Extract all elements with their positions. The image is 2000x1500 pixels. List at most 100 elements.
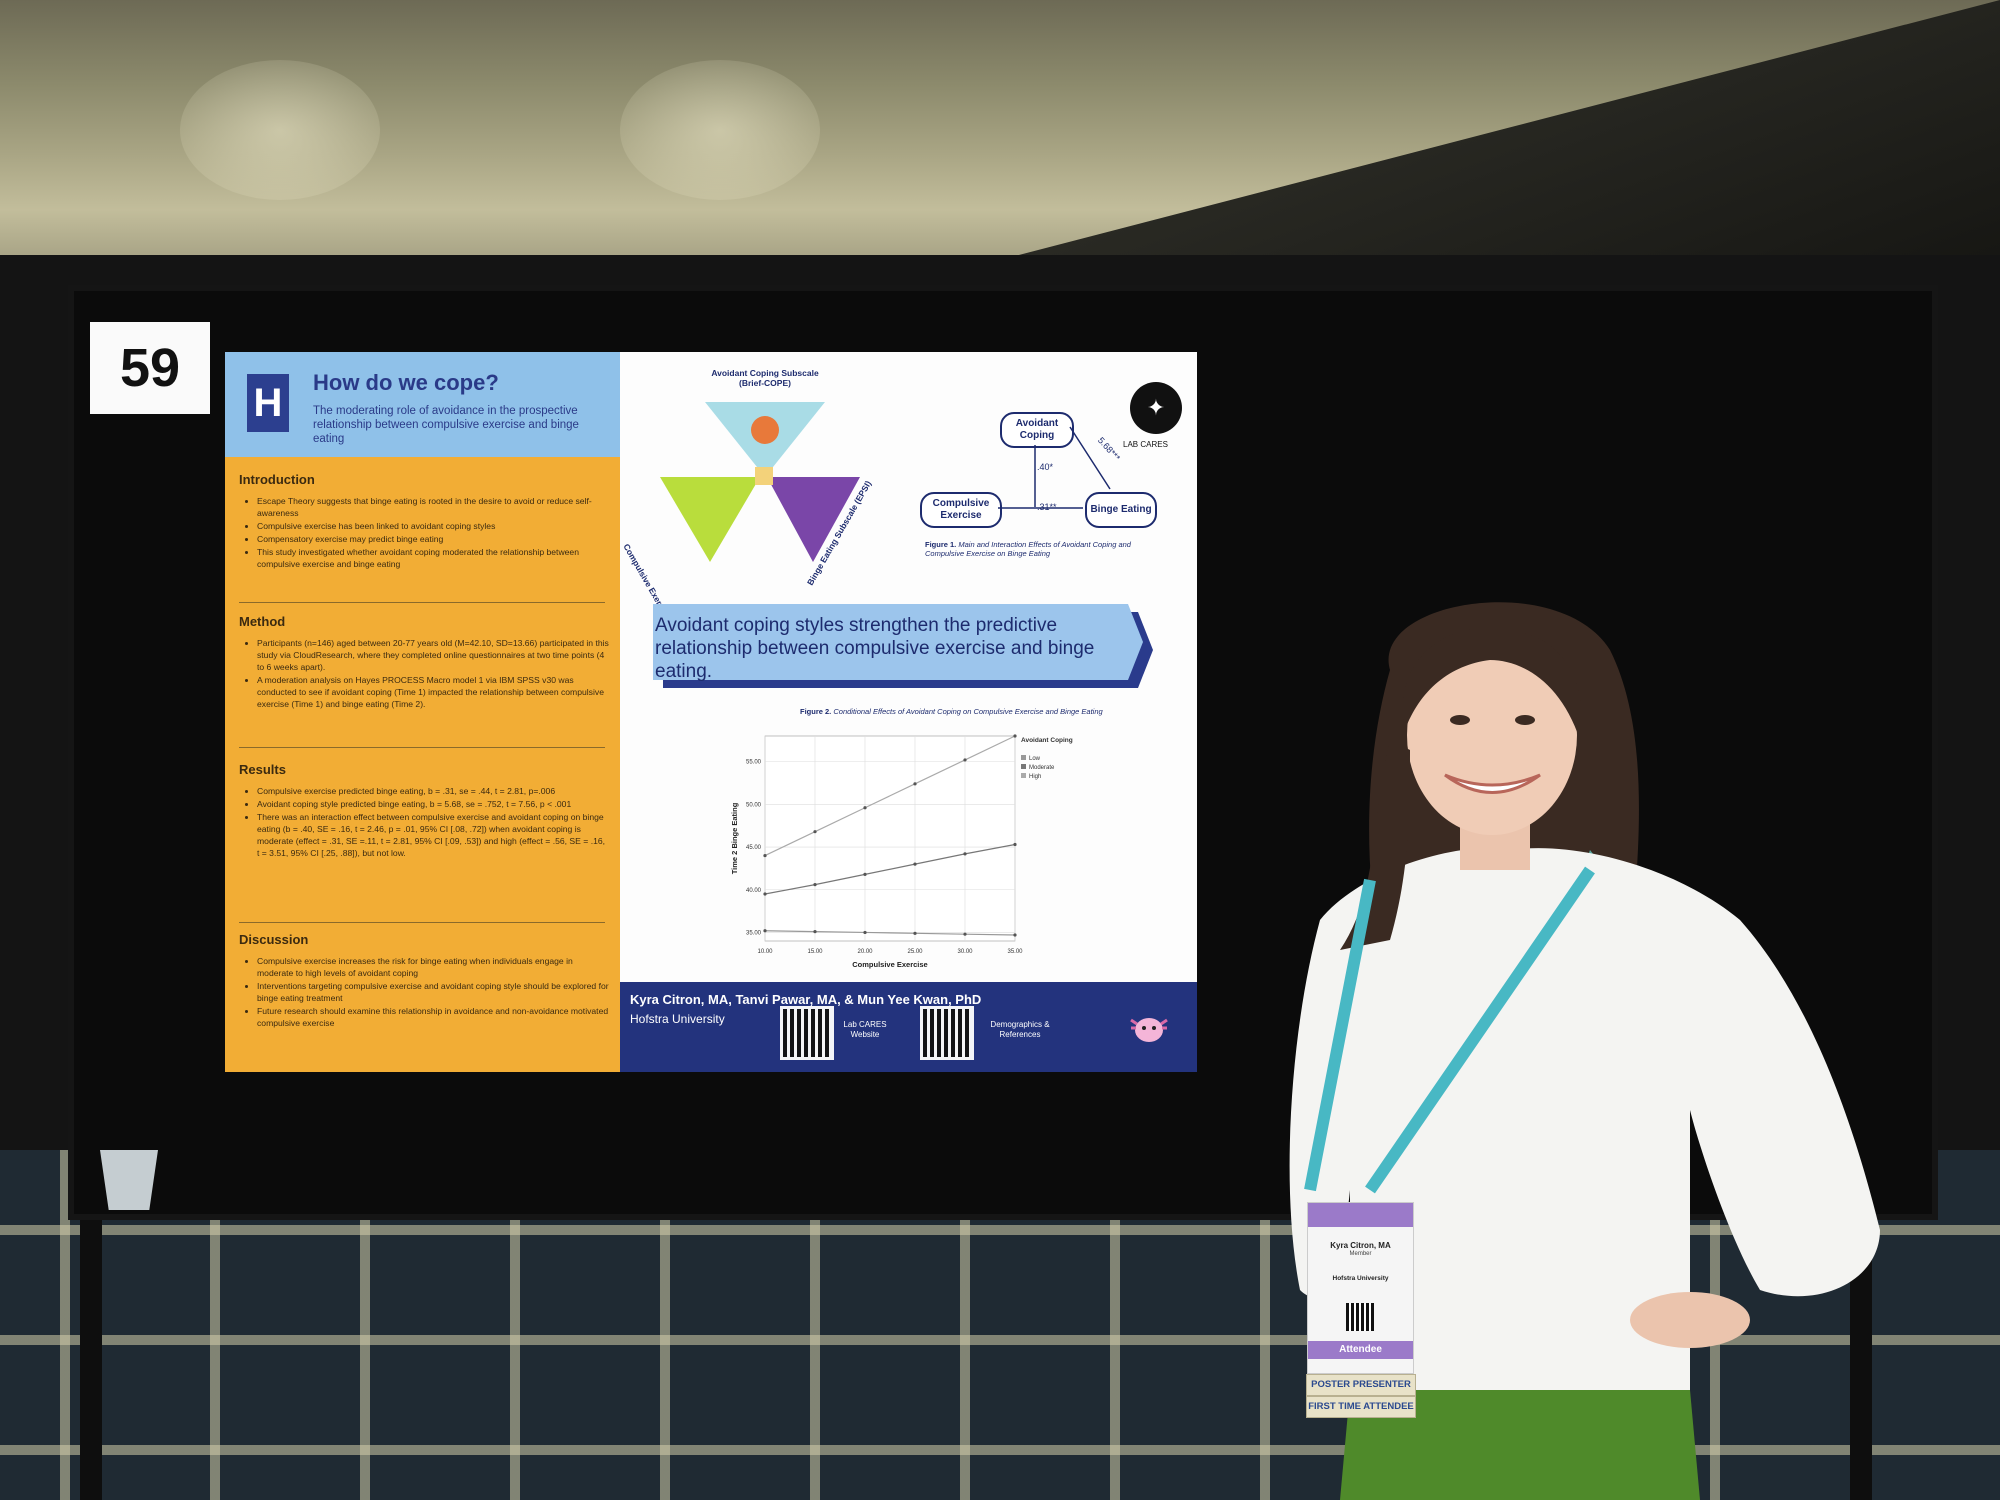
- scale-icon: [755, 467, 773, 485]
- green-pants: [1340, 1390, 1700, 1500]
- lab-cares-logo-icon: ✦: [1130, 382, 1182, 434]
- y-axis-label: Time 2 Binge Eating: [730, 802, 739, 874]
- ribbon-first-time-attendee: FIRST TIME ATTENDEE: [1306, 1396, 1416, 1418]
- data-point: [813, 830, 817, 834]
- badge-header: [1308, 1203, 1413, 1227]
- data-point: [1013, 933, 1017, 937]
- poster-title-box: [225, 352, 620, 457]
- section-discussion: Discussion Compulsive exercise increases…: [239, 932, 609, 1030]
- poster-subtitle: The moderating role of avoidance in the …: [313, 405, 579, 445]
- y-tick-label: 35.00: [746, 930, 762, 936]
- badge-name: Kyra Citron, MA: [1330, 1241, 1391, 1250]
- section-method: Method Participants (n=146) aged between…: [239, 614, 609, 711]
- x-axis-label: Compulsive Exercise: [852, 960, 927, 969]
- x-tick-label: 25.00: [907, 949, 923, 955]
- conditional-effects-chart: 10.00 15.00 20.00 25.00 30.00 35.00 35.00 40.00…: [730, 734, 1073, 969]
- poster-title: How do we cope?: [313, 370, 499, 395]
- y-tick-label: 55.00: [746, 760, 762, 766]
- legend-swatch: [1021, 773, 1026, 778]
- badge-type: Attendee: [1308, 1341, 1413, 1359]
- section-heading: Discussion: [239, 932, 309, 947]
- qr-label-references: Demographics & References: [990, 1020, 1050, 1039]
- data-point: [963, 852, 967, 856]
- x-tick-label: 10.00: [757, 949, 773, 955]
- hands-heart-icon: [751, 416, 779, 444]
- legend-entry: High: [1029, 774, 1041, 780]
- plastic-cup: [100, 1150, 158, 1210]
- eye: [1450, 715, 1470, 725]
- bullet: Compensatory exercise may predict binge …: [257, 533, 609, 545]
- triangle-label-top: Avoidant Coping Subscale (Brief-COPE): [711, 368, 819, 388]
- figure2-caption-label: Figure 2.: [800, 707, 832, 716]
- bullet: Avoidant coping style predicted binge ea…: [257, 798, 609, 810]
- data-point: [813, 883, 817, 887]
- badge-org: Hofstra University: [1332, 1275, 1389, 1282]
- section-heading: Results: [239, 762, 286, 777]
- x-tick-label: 15.00: [807, 949, 823, 955]
- data-point: [863, 930, 867, 935]
- bullet: Interventions targeting compulsive exerc…: [257, 980, 609, 1004]
- research-poster: H How do we cope? The moderating role of…: [225, 352, 1197, 1072]
- x-tick-label: 30.00: [957, 949, 973, 955]
- section-results: Results Compulsive exercise predicted bi…: [239, 762, 609, 860]
- bullet: Compulsive exercise has been linked to a…: [257, 520, 609, 532]
- data-point: [913, 782, 917, 786]
- smile: [1444, 773, 1541, 794]
- poster-authors: Kyra Citron, MA, Tanvi Pawar, MA, & Mun …: [630, 992, 982, 1007]
- triangle-right-icon: [767, 477, 860, 562]
- presenter-person: [1289, 602, 1880, 1500]
- path-c-coefficient: .31**: [1037, 502, 1057, 512]
- x-tick-label: 20.00: [857, 949, 873, 955]
- path-a-coefficient: .40*: [1037, 462, 1054, 472]
- data-point: [763, 853, 767, 858]
- legend-swatch: [1021, 764, 1026, 769]
- name-badge: Kyra Citron, MA Member Hofstra Universit…: [1307, 1202, 1414, 1374]
- badge-role: Member: [1349, 1251, 1372, 1257]
- section-heading: Method: [239, 614, 286, 629]
- qr-code-references[interactable]: [920, 1006, 974, 1060]
- bullet: Participants (n=146) aged between 20-77 …: [257, 637, 609, 673]
- lanyard: [1304, 866, 1595, 1194]
- figure2-caption: Figure 2. Conditional Effects of Avoidan…: [800, 707, 1120, 716]
- data-point: [1013, 842, 1017, 847]
- takeaway-text: Avoidant coping styles strengthen the pr…: [655, 615, 1095, 682]
- wall-light: [180, 60, 380, 200]
- hair-side: [1340, 740, 1410, 950]
- data-point: [963, 932, 967, 936]
- board-leg: [80, 1220, 102, 1500]
- qr-label-lab-website: Lab CARES Website: [843, 1020, 887, 1039]
- x-tick-label: 35.00: [1007, 949, 1023, 955]
- badge-qr-code: [1346, 1303, 1374, 1331]
- bullet: There was an interaction effect between …: [257, 811, 609, 859]
- figure1-caption-label: Figure 1.: [925, 540, 957, 549]
- legend-swatch: [1021, 755, 1026, 760]
- measures-triangle-graphic: [660, 402, 860, 562]
- y-tick-label: 40.00: [746, 888, 762, 894]
- y-tick-label: 45.00: [746, 845, 762, 851]
- bullet: A moderation analysis on Hayes PROCESS M…: [257, 674, 609, 710]
- node-avoidant-coping: Avoidant Coping: [1000, 412, 1074, 448]
- data-point: [813, 930, 817, 934]
- qr-code-lab-website[interactable]: [780, 1006, 834, 1060]
- hofstra-logo-icon: H: [247, 374, 289, 432]
- axolotl-icon: [1130, 1018, 1168, 1042]
- poster-left-column: [225, 352, 620, 1072]
- hand: [1630, 1292, 1750, 1348]
- poster-footer: [620, 982, 1197, 1072]
- data-point: [863, 806, 867, 810]
- bullet: This study investigated whether avoidant…: [257, 546, 609, 570]
- data-point: [763, 892, 767, 896]
- bullet: Compulsive exercise predicted binge eati…: [257, 785, 609, 797]
- divider: [239, 922, 605, 923]
- y-tick-label: 50.00: [746, 802, 762, 808]
- divider: [239, 602, 605, 603]
- series-line-high: [764, 735, 1016, 857]
- section-heading: Introduction: [239, 472, 315, 487]
- section-introduction: Introduction Escape Theory suggests that…: [239, 472, 609, 571]
- divider: [239, 747, 605, 748]
- poster-university: Hofstra University: [630, 1012, 725, 1026]
- data-point: [913, 931, 917, 935]
- white-shirt: [1289, 848, 1880, 1390]
- figure1-caption-text: Main and Interaction Effects of Avoidant…: [925, 540, 1131, 558]
- legend-entry: Moderate: [1029, 765, 1055, 771]
